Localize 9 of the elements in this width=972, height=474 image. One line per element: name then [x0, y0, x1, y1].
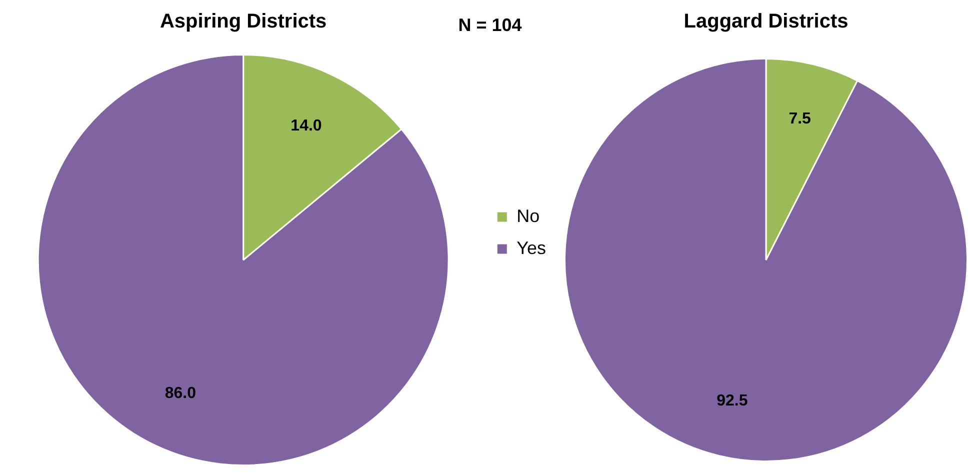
chart-title: Laggard Districts: [684, 10, 848, 33]
legend-label: No: [516, 206, 540, 226]
data-label: 86.0: [164, 385, 196, 402]
data-label: 7.5: [788, 110, 812, 128]
legend-label: Yes: [516, 238, 546, 258]
data-label: 92.5: [716, 392, 748, 410]
chart-title: Aspiring Districts: [160, 10, 327, 33]
data-label: 14.0: [290, 118, 322, 135]
text: N = 104: [458, 14, 522, 35]
